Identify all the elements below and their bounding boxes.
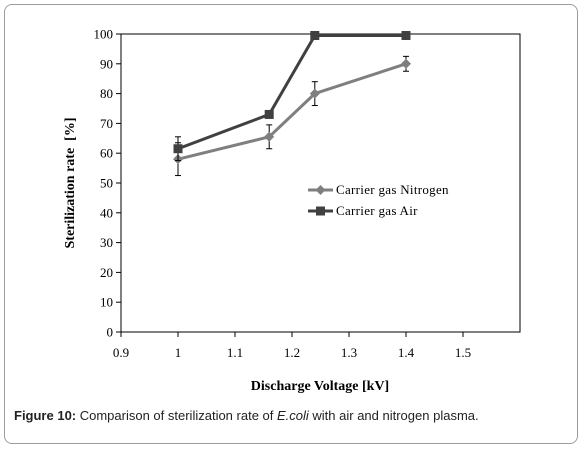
caption-label: Figure 10:	[14, 408, 77, 423]
series-line-nitrogen	[177, 62, 407, 161]
y-tick-label: 60	[100, 146, 113, 161]
y-tick-label: 80	[100, 86, 113, 101]
y-axis-ticks: 0 10 20 30 40 50 60 70 80 90 100	[94, 27, 121, 340]
legend-marker-air	[316, 206, 325, 216]
x-tick-label: 1	[175, 345, 182, 360]
x-tick-label: 1.4	[398, 345, 415, 360]
x-tick-label: 1.1	[227, 345, 243, 360]
x-axis-ticks: 0.9 1 1.1 1.2 1.3 1.4 1.5	[113, 332, 471, 360]
series-air	[173, 30, 411, 162]
series-layer	[173, 30, 411, 177]
series-line-air	[177, 33, 406, 151]
data-point-air	[173, 144, 183, 154]
caption-text-before: Comparison of sterilization rate of	[76, 408, 277, 423]
x-axis-title: Discharge Voltage [kV]	[251, 379, 389, 394]
data-point-nitrogen	[264, 131, 275, 142]
data-point-air	[264, 109, 274, 119]
y-tick-label: 30	[100, 235, 113, 250]
caption-text-after: with air and nitrogen plasma.	[308, 408, 479, 423]
legend-label-nitrogen: Carrier gas Nitrogen	[336, 182, 449, 197]
y-axis-title: Sterilization rate [%]	[63, 117, 78, 248]
x-tick-label: 1.5	[455, 345, 471, 360]
x-tick-label: 1.3	[341, 345, 357, 360]
plot-area	[120, 33, 521, 333]
x-tick-label: 1.2	[284, 345, 300, 360]
y-tick-label: 90	[100, 56, 113, 71]
y-tick-label: 70	[100, 116, 113, 131]
data-point-air	[310, 30, 320, 40]
x-tick-label: 0.9	[113, 345, 129, 360]
data-point-air	[401, 30, 411, 40]
y-tick-label: 10	[100, 295, 113, 310]
legend-marker-nitrogen	[315, 185, 326, 195]
caption-organism: E.coli	[277, 408, 309, 423]
legend-label-air: Carrier gas Air	[336, 203, 418, 218]
y-tick-label: 50	[100, 176, 113, 191]
series-nitrogen	[173, 55, 411, 177]
y-tick-label: 0	[107, 325, 114, 340]
legend: Carrier gas Nitrogen Carrier gas Air	[308, 182, 449, 218]
data-point-nitrogen	[309, 88, 320, 99]
y-tick-label: 20	[100, 265, 113, 280]
figure-caption: Figure 10: Comparison of sterilization r…	[14, 408, 574, 423]
y-tick-label: 40	[100, 205, 113, 220]
y-tick-label: 100	[94, 27, 114, 42]
data-point-nitrogen	[401, 58, 411, 69]
